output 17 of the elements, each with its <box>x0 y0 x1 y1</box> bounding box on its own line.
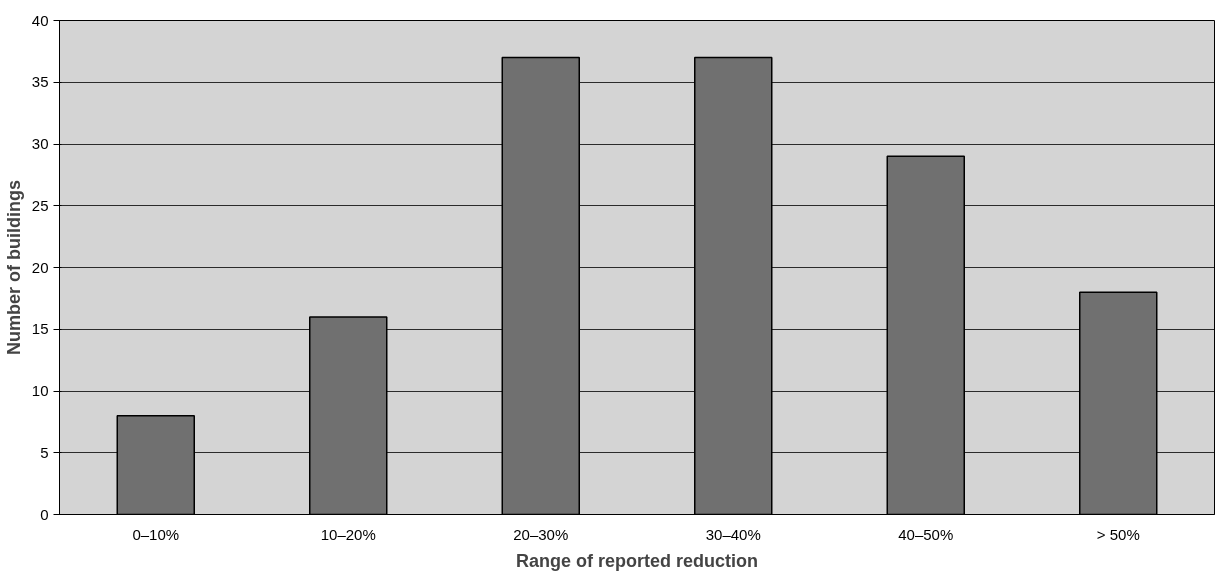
x-axis-title: Range of reported reduction <box>515 550 759 571</box>
y-tick-label: 0 <box>40 505 49 523</box>
y-tick-label: 15 <box>31 320 49 338</box>
x-tick-label: 10–20% <box>320 525 376 543</box>
y-tick-label: 5 <box>40 443 49 461</box>
x-tick-label: > 50% <box>1096 525 1140 543</box>
y-tick-label: 20 <box>31 258 49 276</box>
y-tick-label: 40 <box>31 11 49 29</box>
y-tick-label: 35 <box>31 73 49 91</box>
x-tick-label: 40–50% <box>898 525 954 543</box>
y-tick-label: 25 <box>31 196 49 214</box>
y-axis-title: Number of buildings <box>3 180 24 355</box>
x-tick-label: 0–10% <box>132 525 180 543</box>
x-tick-label: 30–40% <box>705 525 761 543</box>
x-tick-label: 20–30% <box>513 525 569 543</box>
y-tick-label: 10 <box>31 382 49 399</box>
y-tick-label: 30 <box>31 135 49 152</box>
